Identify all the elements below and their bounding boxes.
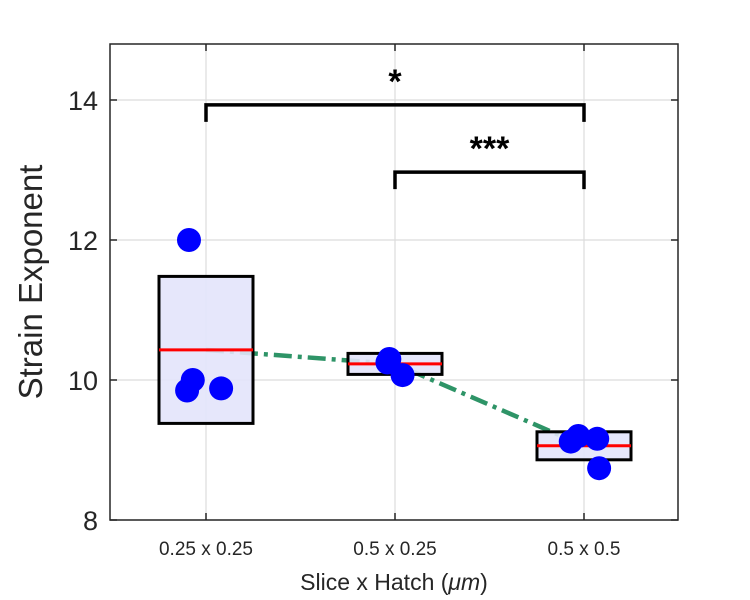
significance-bracket-1 (393, 170, 586, 190)
data-point-9 (585, 426, 610, 451)
x-axis-label-unit: μm (447, 569, 480, 595)
data-point-8 (566, 424, 591, 448)
x-axis-label-suffix: ) (480, 569, 488, 595)
significance-bracket-0 (204, 103, 586, 122)
x-tick-label-1: 0.5 x 0.25 (353, 539, 436, 560)
y-axis-label: Strain Exponent (12, 165, 49, 400)
x-tick-label-0: 0.25 x 0.25 (159, 539, 253, 560)
significance-label-1: *** (470, 130, 510, 168)
x-axis-label: Slice x Hatch (μm) (300, 569, 488, 595)
data-point-2 (175, 378, 200, 403)
x-axis-label-main: Slice x Hatch ( (300, 569, 449, 595)
data-point-6 (390, 363, 415, 388)
data-point-0 (176, 228, 201, 252)
x-axis-ticks: 0.25 x 0.25 0.5 x 0.25 0.5 x 0.5 (159, 44, 620, 560)
axes-frame (109, 43, 679, 521)
point-layer (175, 228, 612, 481)
data-point-10 (587, 456, 612, 481)
y-tick-label-3: 14 (68, 86, 98, 116)
y-tick-label-1: 10 (68, 366, 98, 396)
y-axis-ticks: 8 10 12 14 (68, 86, 678, 536)
significance-layer: **** (204, 63, 586, 190)
y-tick-label-2: 12 (68, 226, 98, 256)
data-point-3 (209, 376, 234, 401)
significance-label-0: * (388, 63, 402, 101)
y-tick-label-0: 8 (83, 506, 98, 536)
x-tick-label-2: 0.5 x 0.5 (548, 539, 621, 560)
